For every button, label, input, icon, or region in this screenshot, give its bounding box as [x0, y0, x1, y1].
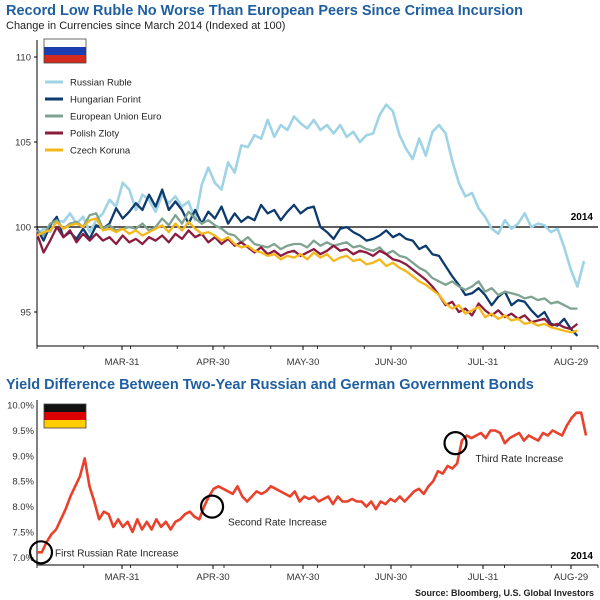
chart2-y-tick-label: 8.0%	[12, 502, 34, 513]
rate-increase-label: Third Rate Increase	[476, 454, 564, 465]
chart1-plot: 95 100 105 110 MAR-31 APR-30 MAY-30 JUN-30 JUL-3…	[15, 40, 599, 368]
chart2-x-tick-label: MAY-30	[287, 572, 320, 583]
chart1-x-tick-label: AUG-29	[554, 357, 588, 368]
chart2-y-tick-label: 7.5%	[12, 528, 34, 539]
chart2-year-label: 2014	[571, 551, 594, 562]
chart1-y-tick-label: 95	[20, 308, 31, 319]
chart2-x-tick-label: APR-30	[196, 572, 229, 583]
chart2-x-tick-label: JUN-30	[375, 572, 407, 583]
chart2-y-tick-label: 7.0%	[12, 553, 34, 564]
chart1-series-line	[36, 210, 578, 310]
chart1-y-tick-label: 100	[15, 223, 31, 234]
rate-increase-marker	[28, 540, 54, 565]
germany-flag-icon	[43, 403, 87, 429]
chart2-y-tick-label: 9.0%	[12, 451, 34, 462]
legend-label: Hungarian Forint	[70, 95, 141, 106]
rate-increase-marker	[443, 431, 468, 456]
chart1-x-tick-label: JUN-30	[375, 357, 407, 368]
legend-label: Russian Ruble	[70, 78, 132, 89]
chart2-x-tick-label: MAR-31	[105, 572, 140, 583]
chart2-y-tick-label: 9.5%	[12, 426, 34, 437]
chart2-title: Yield Difference Between Two-Year Russia…	[6, 377, 534, 393]
chart2-x-tick-label: AUG-29	[554, 572, 588, 583]
chart1-series-line	[36, 103, 586, 288]
chart1-subtitle: Change in Currencies since March 2014 (I…	[6, 20, 286, 32]
chart1-x-tick-label: MAY-30	[287, 357, 320, 368]
chart1-x-tick-label: MAR-31	[105, 357, 140, 368]
chart1-x-tick-label: JUL-31	[468, 357, 499, 368]
legend-label: Polish Zloty	[70, 129, 119, 140]
legend-label: Czech Koruna	[70, 146, 131, 157]
source-note: Source: Bloomberg, U.S. Global Investors	[415, 588, 594, 598]
chart1-year-label: 2014	[571, 212, 594, 223]
rate-increase-label: First Russian Rate Increase	[55, 548, 179, 559]
rate-increase-marker	[199, 494, 225, 519]
chart1-legend: Russian Ruble Hungarian Forint European Un…	[45, 78, 161, 157]
chart1-series-line	[36, 217, 578, 334]
chart1-title: Record Low Ruble No Worse Than European …	[6, 3, 524, 19]
russia-flag-icon	[43, 38, 87, 64]
chart1-x-tick-label: APR-30	[196, 357, 229, 368]
chart2-x-tick-label: JUL-31	[468, 572, 499, 583]
rate-increase-label: Second Rate Increase	[228, 518, 327, 529]
chart2-series-line	[37, 411, 588, 554]
chart2-plot: 7.0% 7.5% 8.0% 8.5% 9.0% 9.5% 10.0% MAR-31 APR-3…	[7, 400, 599, 598]
chart1-series-line	[35, 225, 579, 331]
legend-label: European Union Euro	[70, 112, 161, 123]
chart1-series-line	[35, 188, 579, 337]
chart1-y-tick-label: 105	[15, 138, 31, 149]
chart1-y-tick-label: 110	[16, 53, 31, 64]
chart2-y-tick-label: 8.5%	[12, 477, 34, 488]
chart2-y-tick-label: 10.0%	[7, 401, 34, 412]
